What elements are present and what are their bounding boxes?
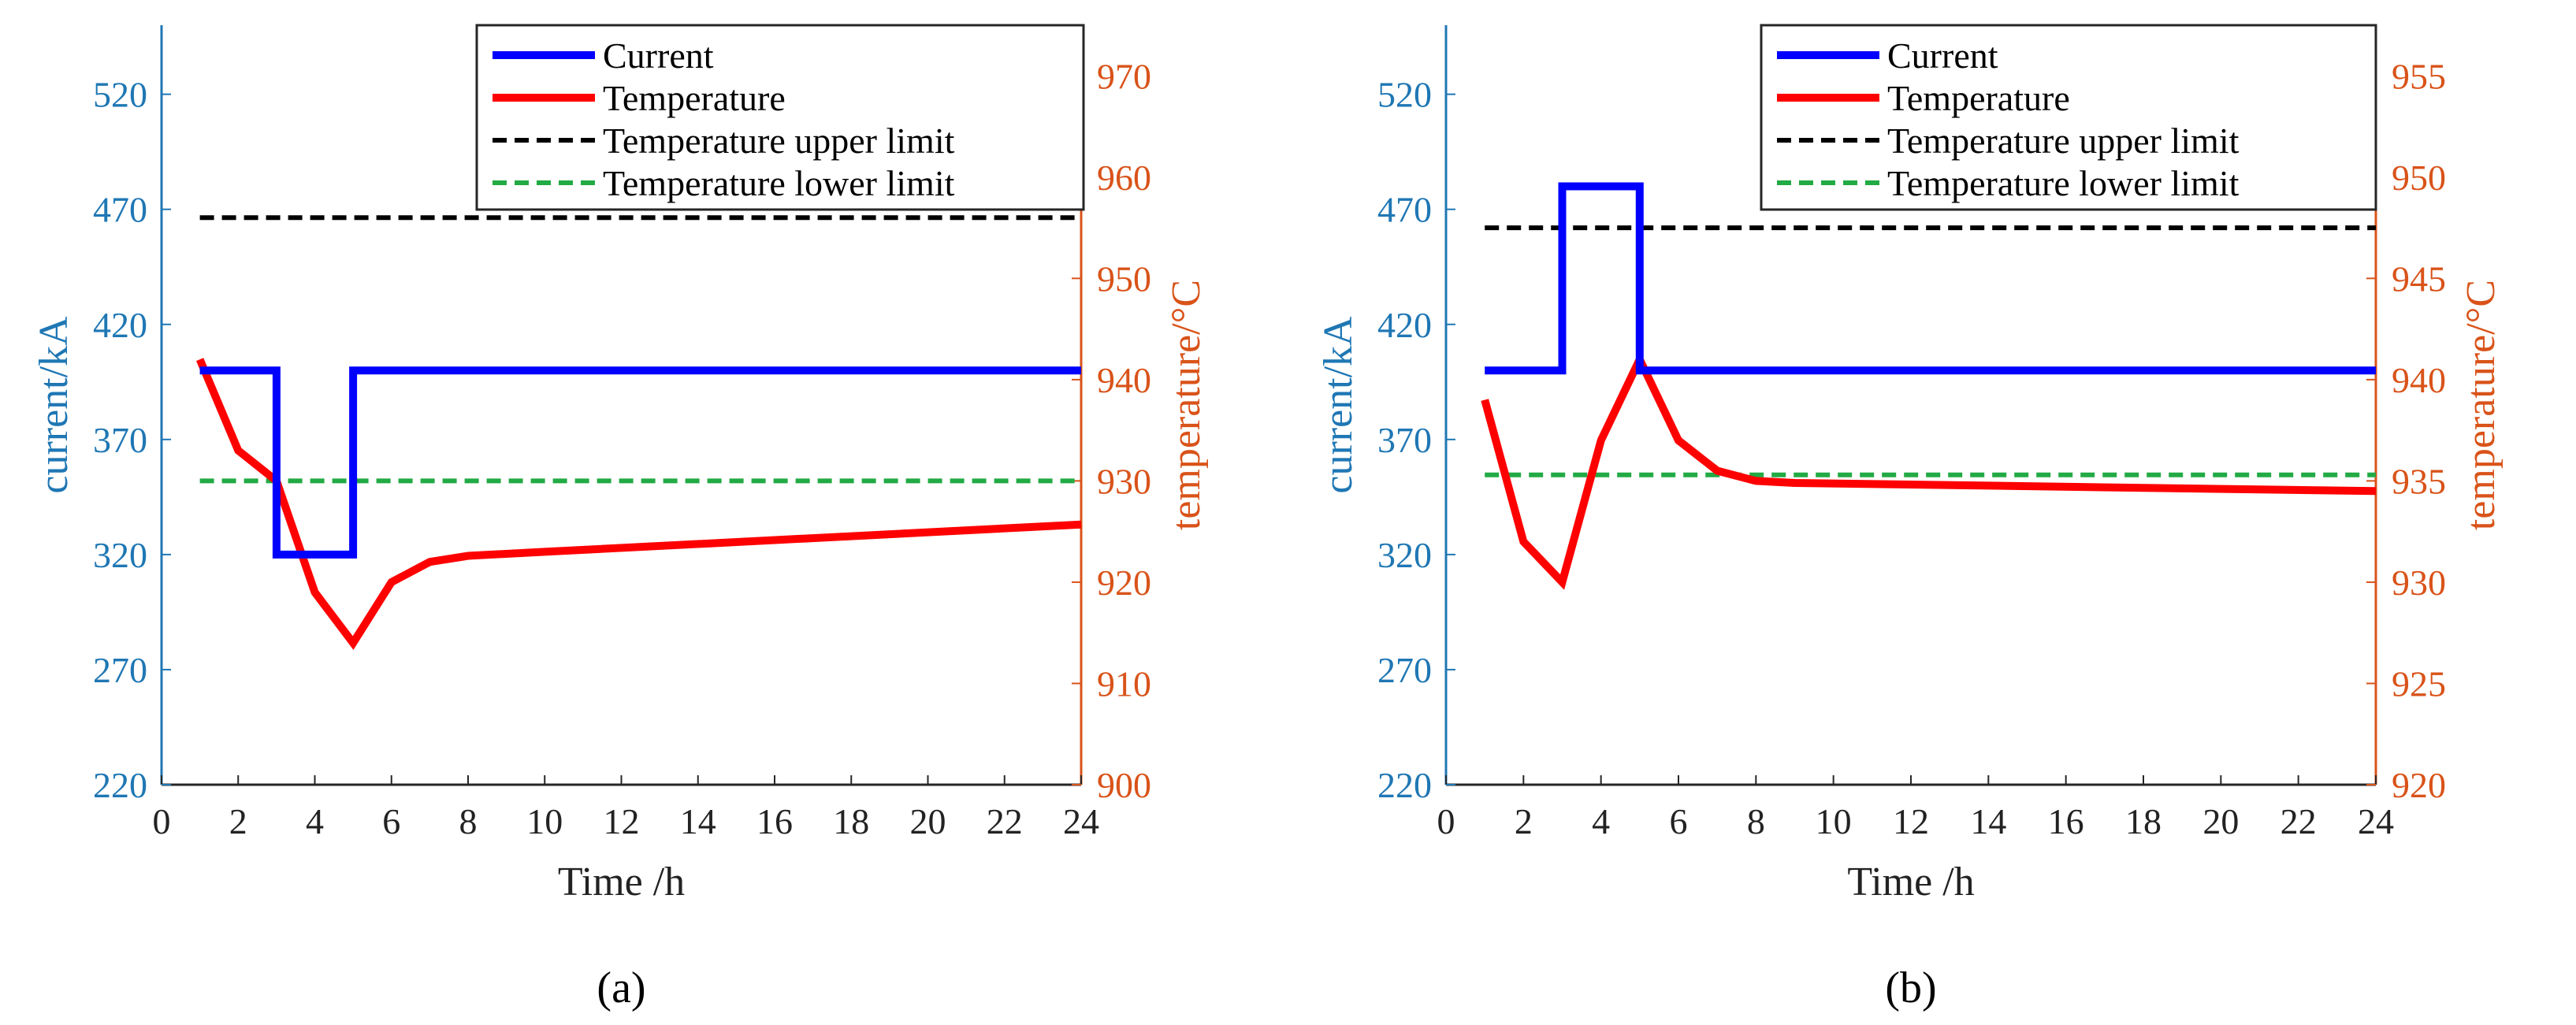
left-y-tick-label: 420 [93, 305, 147, 345]
right-y-tick-label: 950 [1097, 258, 1151, 299]
x-tick-label: 20 [910, 801, 946, 841]
left-y-tick-label: 320 [1377, 535, 1432, 575]
left-y-tick-label: 470 [93, 190, 147, 230]
legend-entry: Current [603, 35, 714, 76]
x-tick-label: 12 [1893, 801, 1929, 841]
x-tick-label: 16 [756, 801, 793, 841]
panel-label: (a) [597, 964, 645, 1012]
x-axis-label: Time /h [558, 860, 685, 904]
right-y-tick-label: 940 [1097, 360, 1151, 400]
left-y-tick-label: 370 [1377, 420, 1432, 460]
right-y-tick-label: 970 [1097, 56, 1151, 96]
legend-entry: Temperature [603, 78, 786, 118]
x-tick-label: 12 [604, 801, 640, 841]
x-tick-label: 6 [382, 801, 400, 841]
left-y-tick-label: 370 [93, 420, 147, 460]
left-y-axis-label: current/kA [32, 316, 76, 494]
right-y-axis-label: temperature/°C [1164, 280, 1209, 530]
x-tick-label: 0 [153, 801, 171, 841]
right-y-tick-label: 910 [1097, 663, 1151, 704]
legend-entry: Temperature upper limit [1887, 121, 2240, 161]
right-y-tick-label: 950 [2392, 158, 2446, 198]
legend-entry: Temperature lower limit [603, 163, 955, 203]
legend-entry: Temperature lower limit [1887, 163, 2240, 203]
chart-panel-a: 0 2 4 6 8 10 12 14 16 18 20 22 242202703203704204705… [32, 24, 1209, 1012]
x-tick-label: 6 [1670, 801, 1688, 841]
x-tick-label: 18 [833, 801, 869, 841]
x-tick-label: 2 [229, 801, 247, 841]
chart-panel-b: 0 2 4 6 8 10 12 14 16 18 20 22 242202703203704204705… [1316, 24, 2504, 1012]
x-tick-label: 24 [2358, 801, 2394, 841]
series-line-current [199, 366, 1081, 559]
right-y-tick-label: 955 [2392, 56, 2446, 96]
right-y-tick-label: 920 [2392, 765, 2446, 805]
x-tick-label: 8 [1747, 801, 1765, 841]
x-axis-label: Time /h [1847, 860, 1974, 904]
right-y-tick-label: 935 [2392, 461, 2446, 501]
legend-box [475, 24, 1085, 211]
right-y-tick-label: 940 [2392, 360, 2446, 400]
x-tick-label: 0 [1437, 801, 1455, 841]
x-tick-label: 10 [1816, 801, 1852, 841]
right-y-tick-label: 945 [2392, 258, 2446, 299]
legend-entry: Temperature [1887, 78, 2070, 118]
x-tick-label: 22 [2280, 801, 2317, 841]
left-y-tick-label: 520 [1377, 75, 1432, 115]
series-line-current [1485, 182, 2376, 375]
right-y-tick-label: 930 [2392, 563, 2446, 603]
x-tick-label: 4 [1592, 801, 1610, 841]
x-tick-label: 8 [459, 801, 478, 841]
left-y-tick-label: 270 [93, 650, 147, 690]
series-line-temperature [1481, 350, 2377, 590]
x-tick-label: 18 [2125, 801, 2162, 841]
panel-label: (b) [1885, 964, 1936, 1012]
x-tick-label: 20 [2202, 801, 2239, 841]
right-y-axis-label: temperature/°C [2459, 280, 2504, 530]
right-y-tick-label: 900 [1097, 765, 1151, 805]
right-y-tick-label: 960 [1097, 158, 1151, 198]
x-tick-label: 22 [987, 801, 1023, 841]
x-tick-label: 14 [680, 801, 716, 841]
left-y-tick-label: 220 [1377, 765, 1432, 805]
left-y-tick-label: 420 [1377, 305, 1432, 345]
left-y-tick-label: 220 [93, 765, 147, 805]
x-tick-label: 24 [1063, 801, 1099, 841]
right-y-tick-label: 930 [1097, 461, 1151, 501]
legend-entry: Temperature upper limit [603, 121, 955, 161]
left-y-axis-label: current/kA [1316, 316, 1361, 494]
series-line-temperature [195, 358, 1082, 650]
left-y-tick-label: 520 [93, 75, 147, 115]
left-y-tick-label: 320 [93, 535, 147, 575]
x-tick-label: 4 [306, 801, 324, 841]
right-y-tick-label: 925 [2392, 663, 2446, 704]
legend-entry: Current [1887, 35, 1998, 76]
x-tick-label: 2 [1515, 801, 1533, 841]
left-y-tick-label: 470 [1377, 190, 1432, 230]
x-tick-label: 16 [2048, 801, 2084, 841]
x-tick-label: 14 [1970, 801, 2006, 841]
left-y-tick-label: 270 [1377, 650, 1432, 690]
right-y-tick-label: 920 [1097, 563, 1151, 603]
x-tick-label: 10 [526, 801, 563, 841]
